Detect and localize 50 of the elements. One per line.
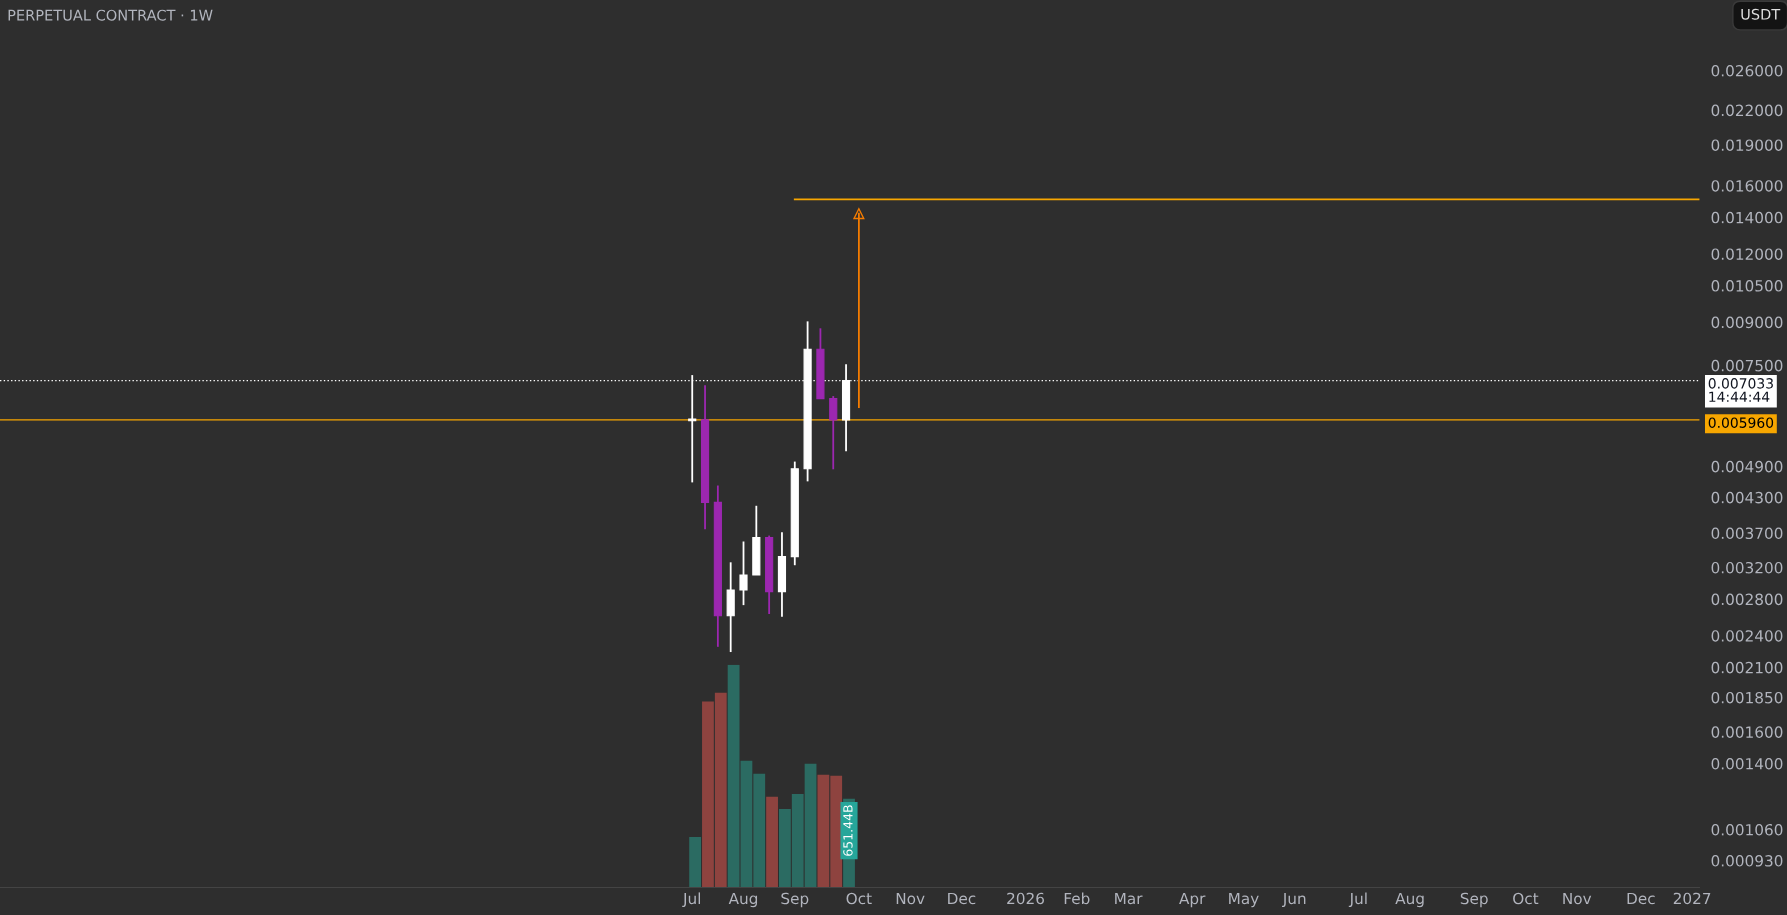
y-tick-label: 0.002400	[1711, 630, 1783, 642]
bar	[727, 664, 740, 887]
x-tick-label: Mar	[1115, 892, 1143, 905]
x-tick-label: Sep	[781, 892, 809, 908]
x-tick-label: Nov	[896, 892, 925, 905]
y-tick-label: 0.001060	[1711, 824, 1783, 836]
x-tick-label: Sep	[1460, 892, 1488, 908]
x-tick-label: Feb	[1064, 892, 1090, 905]
y-tick-label: 0.014000	[1711, 211, 1783, 224]
x-tick-label: Nov	[1563, 892, 1592, 905]
x-tick-label: Dec	[1627, 892, 1655, 905]
y-tick-label: 0.019000	[1711, 139, 1783, 151]
x-tick-label: Oct	[1513, 892, 1539, 905]
x-tick-label: 2026	[1007, 892, 1044, 905]
y-tick-label: 0.004300	[1711, 491, 1783, 504]
y-tick-label: 0.007500	[1711, 359, 1783, 372]
y-tick-label: 0.001400	[1711, 758, 1783, 770]
y-tick-label: 0.003200	[1711, 561, 1783, 574]
x-tick-label: Jul	[1348, 892, 1367, 908]
x-tick-label: Aug	[728, 892, 758, 908]
y-tick-label: 0.004900	[1711, 460, 1783, 473]
x-tick-label: Oct	[846, 892, 872, 905]
y-tick-label: 0.002100	[1711, 661, 1783, 674]
y-tick-label: 0.026000	[1711, 64, 1783, 77]
y-tick-label: 0.009000	[1711, 316, 1783, 329]
text: PERPETUAL CONTRACT · 1W	[8, 9, 213, 21]
x-tick-label: Jul	[682, 892, 701, 908]
x-tick-label: Jun	[1282, 892, 1306, 908]
bar	[766, 796, 778, 887]
ref-line-label: 0.005960	[1708, 417, 1774, 428]
x-tick-label: Aug	[1395, 892, 1424, 908]
y-tick-label: 0.001850	[1711, 691, 1783, 704]
x-tick-label: 2027	[1673, 892, 1711, 905]
bar	[689, 836, 702, 887]
y-tick-label: 0.010500	[1711, 280, 1783, 292]
y-tick-label: 0.000930	[1711, 855, 1783, 867]
y-tick-label: 0.022000	[1711, 104, 1783, 117]
y-tick-label: 0.001600	[1711, 726, 1783, 738]
ref-line-label: 0.007033 14:44:44	[1708, 378, 1773, 402]
x-tick-label: Dec	[948, 892, 976, 905]
candlestick	[829, 395, 838, 471]
x-tick-label: Apr	[1179, 892, 1206, 908]
x-tick-label: May	[1229, 892, 1259, 908]
y-tick-label: 0.003700	[1711, 527, 1783, 540]
data-label: 651.44B	[843, 805, 853, 856]
y-tick-label: 0.002800	[1711, 593, 1783, 606]
y-tick-label: 0.012000	[1711, 248, 1783, 260]
text: USDT	[1741, 8, 1781, 20]
candlestick	[739, 540, 748, 607]
y-tick-label: 0.016000	[1711, 180, 1783, 192]
